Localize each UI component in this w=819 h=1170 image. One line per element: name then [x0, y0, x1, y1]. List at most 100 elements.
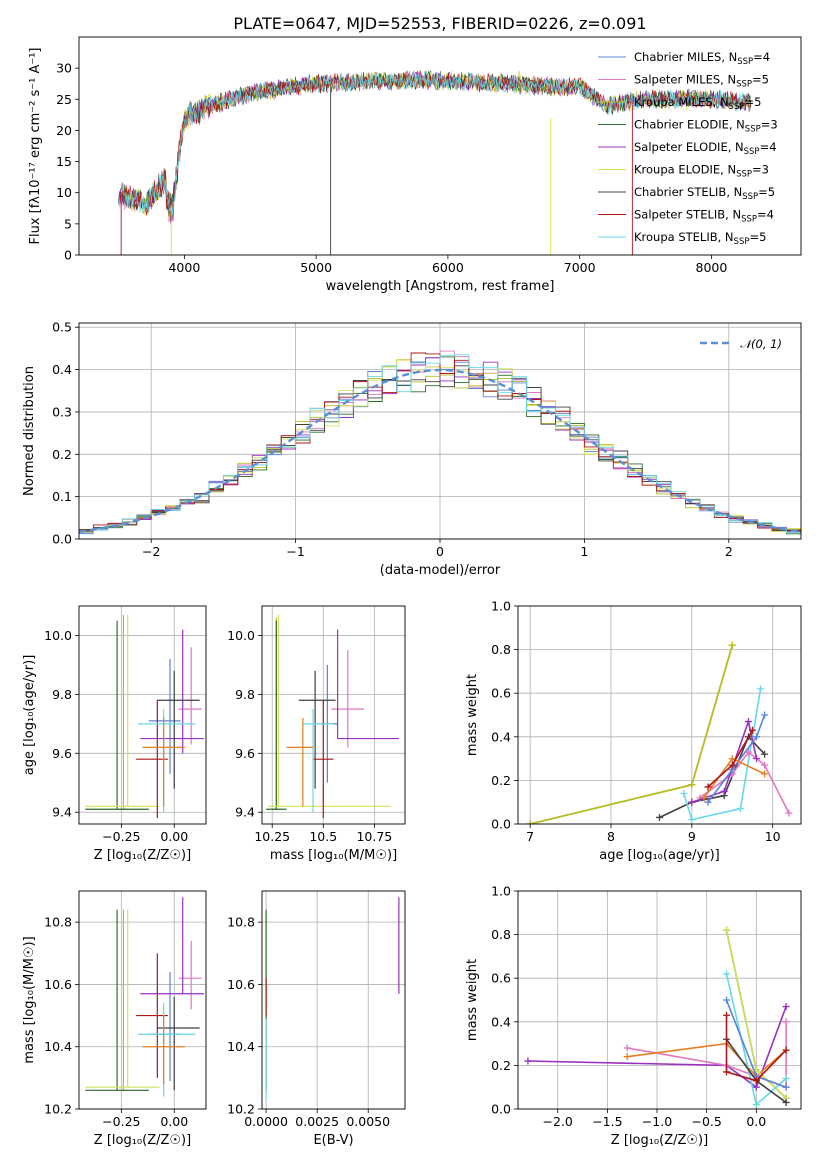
marker-salpeter-elodie — [782, 1003, 790, 1011]
y-tick-label: 10.2 — [227, 1102, 255, 1117]
y-tick-label: 10.4 — [227, 1039, 255, 1054]
marker-salpeter-stelib — [748, 726, 756, 734]
plot-area — [524, 926, 790, 1109]
x-tick-label: −0.5 — [691, 1114, 721, 1129]
axes-frame — [78, 605, 207, 825]
errorbar-chabrier-elodie — [85, 909, 149, 1091]
marker-kroupa-stelib — [782, 1074, 790, 1082]
y-tick-label: 0.2 — [491, 1058, 511, 1073]
x-tick-label: 10 — [765, 829, 781, 844]
x-axis-label: wavelength [Angstrom, rest frame] — [326, 279, 555, 294]
series-salpeter-stelib — [704, 726, 756, 791]
legend-label-salpeter-elodie: Salpeter ELODIE, NSSP=4 — [634, 140, 777, 157]
y-tick-label: 9.8 — [52, 687, 72, 702]
marker-chabrier-stelib — [656, 813, 663, 821]
x-tick-label: 0.0 — [746, 1114, 766, 1129]
errorbar-chabrier-stelib — [298, 670, 336, 789]
axes-frame — [261, 890, 406, 1110]
errorbar-kroupa-elodie — [85, 909, 160, 1088]
marker-kroupa-stelib — [752, 1101, 760, 1109]
y-tick-label: 0.2 — [491, 773, 511, 788]
x-tick-label: −0.25 — [102, 829, 140, 844]
y-tick-label: 0.8 — [491, 642, 511, 657]
marker-kroupa-stelib — [680, 789, 688, 797]
plot-area — [118, 69, 752, 255]
errorbar-chabrier-miles — [148, 659, 181, 774]
marker-extra-orange — [623, 1053, 631, 1061]
axes-frame — [517, 890, 802, 1110]
errorbar-extra-orange — [286, 717, 314, 807]
legend-label-chabrier-elodie: Chabrier ELODIE, NSSP=3 — [634, 118, 778, 135]
marker-salpeter-stelib — [752, 1077, 760, 1085]
marker-salpeter-miles — [761, 761, 769, 769]
panel-age-vs-z: −0.25 0.00 9.4 9.6 9.8 10.0 Z [log₁₀(Z/Z☉)] age… — [22, 605, 207, 863]
y-axis-label: Normed distribution — [22, 366, 37, 496]
x-tick-label: 0.00 — [160, 829, 188, 844]
y-tick-label: 9.8 — [235, 687, 255, 702]
plot-area — [79, 350, 801, 535]
errorbar-salpeter-elodie — [140, 629, 204, 754]
axes-frame — [261, 605, 406, 825]
marker-kroupa-miles — [688, 781, 696, 789]
y-tick-label: 10.0 — [227, 628, 255, 643]
marker-extra-orange — [761, 770, 769, 778]
marker-salpeter-stelib — [723, 1011, 731, 1019]
y-tick-label: 9.4 — [235, 805, 255, 820]
x-tick-label: 5000 — [300, 260, 332, 275]
x-tick-label: 10.25 — [254, 829, 290, 844]
y-tick-label: 0.8 — [491, 927, 511, 942]
y-axis-label: mass weight — [465, 674, 480, 756]
marker-chabrier-miles — [782, 1083, 790, 1091]
marker-salpeter-stelib — [723, 1068, 731, 1076]
x-tick-label: 0.00 — [160, 1114, 188, 1129]
legend-label-kroupa-elodie: Kroupa ELODIE, NSSP=3 — [634, 163, 769, 180]
errorbar-kroupa-elodie — [268, 614, 391, 807]
marker-salpeter-miles — [785, 809, 793, 817]
y-tick-label: 15 — [56, 154, 72, 169]
y-tick-label: 20 — [56, 123, 72, 138]
x-tick-label: −0.25 — [102, 1114, 140, 1129]
panel-residuals: −2 −1 0 1 2 0.0 0.1 0.2 0.3 0.4 0.5 (data-model)/er… — [22, 320, 802, 578]
legend-label-kroupa-miles: Kroupa MILES, NSSP=5 — [634, 95, 761, 112]
y-tick-label: 0.4 — [491, 729, 511, 744]
marker-salpeter-stelib — [728, 761, 736, 769]
y-tick-label: 5 — [64, 216, 72, 231]
x-tick-label: 2 — [725, 544, 733, 559]
marker-kroupa-stelib — [723, 970, 731, 978]
figure-title: PLATE=0647, MJD=52553, FIBERID=0226, z=0… — [233, 14, 646, 33]
y-tick-label: 10.4 — [44, 1039, 72, 1054]
marker-kroupa-miles — [728, 641, 736, 649]
y-tick-label: 0 — [64, 248, 72, 263]
legend-label-salpeter-miles: Salpeter MILES, NSSP=5 — [634, 73, 769, 90]
series-extra-orange — [700, 755, 769, 802]
y-axis-label: mass weight — [465, 959, 480, 1041]
plot-area — [85, 897, 204, 1097]
panel-mw-vs-age: 7 8 9 10 0.0 0.2 0.4 0.6 0.8 1.0 age [log₁₀(age/yr… — [465, 599, 802, 863]
x-tick-label: 8 — [607, 829, 615, 844]
y-tick-label: 1.0 — [491, 599, 511, 614]
errorbar-salpeter-miles — [331, 650, 365, 748]
spectrum-line-kroupa-stelib — [120, 70, 751, 216]
marker-kroupa-miles — [526, 820, 534, 824]
errorbar-extra-orange — [142, 1015, 185, 1085]
y-tick-label: 10 — [56, 185, 72, 200]
series-kroupa-miles — [526, 641, 736, 824]
y-axis-label: Flux [fλ10⁻¹⁷ erg cm⁻² s⁻¹ A⁻¹] — [28, 48, 43, 245]
y-tick-label: 0.4 — [491, 1014, 511, 1029]
marker-chabrier-stelib — [782, 1098, 790, 1106]
x-tick-label: 7 — [526, 829, 534, 844]
marker-chabrier-miles — [704, 798, 712, 806]
x-tick-label: 0.0050 — [346, 1114, 390, 1129]
x-axis-label: E(B-V) — [313, 1133, 353, 1148]
errorbar-salpeter-elodie — [336, 629, 399, 740]
errorbar-salpeter-stelib — [313, 700, 334, 819]
errorbar-chabrier-stelib — [157, 996, 200, 1091]
marker-salpeter-stelib — [704, 783, 712, 791]
errorbar-kroupa-elodie — [85, 614, 160, 807]
y-axis-label: mass [log₁₀(M/M☉)] — [22, 936, 37, 1063]
series-chabrier-miles — [723, 996, 790, 1091]
marker-salpeter-stelib — [782, 1046, 790, 1054]
marker-salpeter-elodie — [753, 755, 761, 763]
marker-salpeter-elodie — [752, 1083, 760, 1091]
